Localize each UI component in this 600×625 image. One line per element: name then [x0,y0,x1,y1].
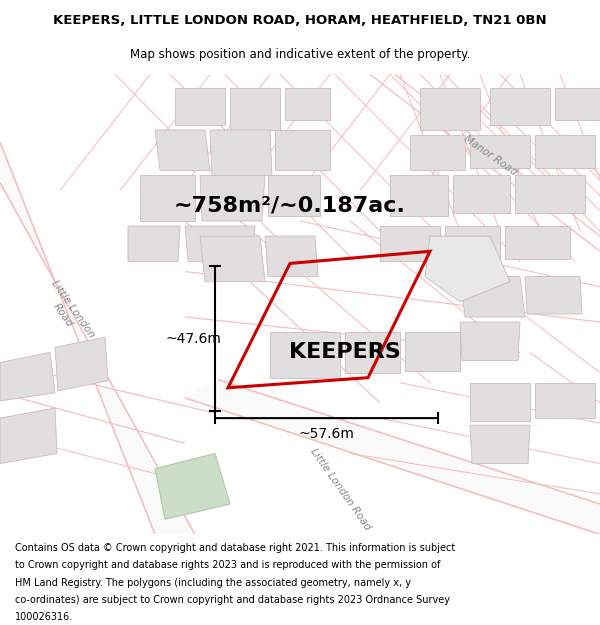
Polygon shape [268,176,320,216]
Polygon shape [175,88,225,125]
Text: Manor Road: Manor Road [461,133,518,178]
Polygon shape [0,140,195,534]
Polygon shape [420,88,480,130]
Polygon shape [453,176,510,213]
Polygon shape [515,176,585,213]
Text: KEEPERS, LITTLE LONDON ROAD, HORAM, HEATHFIELD, TN21 0BN: KEEPERS, LITTLE LONDON ROAD, HORAM, HEAT… [53,14,547,27]
Polygon shape [345,332,400,372]
Polygon shape [275,130,330,171]
Polygon shape [535,382,595,418]
Polygon shape [270,332,340,378]
Polygon shape [210,130,272,176]
Text: 100026316.: 100026316. [15,612,73,622]
Text: HM Land Registry. The polygons (including the associated geometry, namely x, y: HM Land Registry. The polygons (includin… [15,578,411,587]
Polygon shape [490,88,550,125]
Polygon shape [425,236,510,302]
Polygon shape [525,277,582,314]
Polygon shape [505,226,570,259]
Polygon shape [200,236,265,282]
Polygon shape [470,135,530,168]
Text: Contains OS data © Crown copyright and database right 2021. This information is : Contains OS data © Crown copyright and d… [15,542,455,552]
Polygon shape [460,277,525,317]
Text: ~57.6m: ~57.6m [299,428,355,441]
Polygon shape [55,338,108,391]
Polygon shape [285,88,330,120]
Text: Little London
Road: Little London Road [40,278,96,346]
Polygon shape [0,408,57,464]
Polygon shape [535,135,595,168]
Polygon shape [128,226,180,261]
Text: KEEPERS: KEEPERS [289,342,401,362]
Polygon shape [155,454,230,519]
Polygon shape [380,226,440,261]
Polygon shape [405,332,460,371]
Polygon shape [390,176,448,216]
Polygon shape [185,378,600,536]
Polygon shape [185,226,255,261]
Polygon shape [410,135,465,171]
Polygon shape [555,88,600,120]
Polygon shape [200,176,265,221]
Polygon shape [460,322,520,361]
Text: to Crown copyright and database rights 2023 and is reproduced with the permissio: to Crown copyright and database rights 2… [15,560,440,570]
Text: ~758m²/~0.187ac.: ~758m²/~0.187ac. [174,196,406,216]
Text: co-ordinates) are subject to Crown copyright and database rights 2023 Ordnance S: co-ordinates) are subject to Crown copyr… [15,595,450,605]
Polygon shape [470,382,530,421]
Polygon shape [0,352,55,401]
Polygon shape [140,176,195,221]
Text: Map shows position and indicative extent of the property.: Map shows position and indicative extent… [130,48,470,61]
Text: Little London Road: Little London Road [308,446,372,532]
Text: ~47.6m: ~47.6m [165,332,221,346]
Polygon shape [265,236,318,277]
Polygon shape [155,130,210,171]
Polygon shape [445,226,500,259]
Polygon shape [230,88,280,130]
Polygon shape [470,425,530,464]
